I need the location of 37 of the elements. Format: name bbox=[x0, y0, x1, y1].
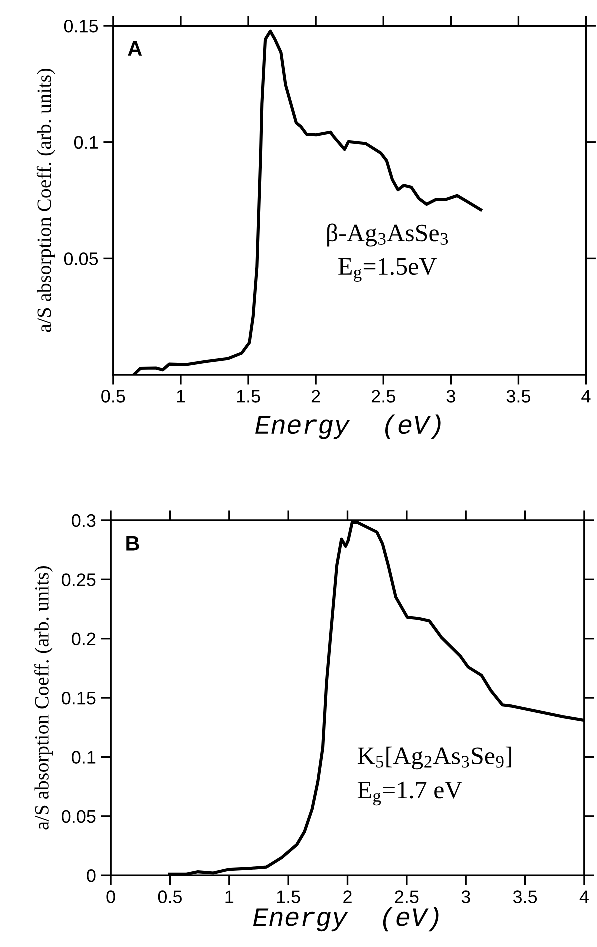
y-axis-title: a/S absorption Coeff. (arb. units) bbox=[34, 566, 53, 830]
annotation: E$_{g}$=1.7 eV bbox=[358, 782, 462, 806]
x-tick-label: 0.5 bbox=[102, 390, 126, 403]
x-tick-label: 1.5 bbox=[277, 890, 300, 904]
annotation: B bbox=[126, 536, 140, 551]
annotation: A bbox=[128, 42, 142, 56]
text: K$_{5}$[Ag$_{2}$As$_{3}$Se$_{9}$] bbox=[358, 746, 512, 770]
x-tick-label: 0.5 bbox=[158, 890, 182, 904]
x-tick-label: 1 bbox=[177, 390, 186, 403]
x-tick-label: 0 bbox=[106, 890, 116, 904]
x-axis-title: Energy (eV) bbox=[256, 414, 441, 440]
y-tick-label: 0.15 bbox=[62, 692, 96, 705]
y-tick-label: 0.05 bbox=[64, 252, 98, 266]
y-tick-label: 0.15 bbox=[64, 20, 98, 33]
x-tick-label: 2 bbox=[344, 890, 352, 904]
annotation: E$_{g}$=1.5eV bbox=[338, 258, 437, 282]
x-tick-label: 2.5 bbox=[395, 890, 419, 904]
y-tick-label: 0.2 bbox=[72, 632, 96, 646]
y-tick-label: 0.05 bbox=[62, 810, 96, 824]
y-tick-label: 0 bbox=[87, 870, 96, 882]
x-tick-label: 3 bbox=[446, 390, 456, 403]
x-axis-title: Energy (eV) bbox=[253, 907, 439, 932]
x-tick-label: 2 bbox=[312, 390, 320, 403]
x-tick-label: 1 bbox=[226, 890, 234, 904]
x-tick-label: 1.5 bbox=[237, 390, 260, 403]
annotation: β-Ag$_{3}$AsSe$_{3}$ bbox=[328, 224, 448, 247]
x-tick-label: 3 bbox=[462, 890, 470, 904]
y-axis-title: a/S absorption Coeff. (arb. units) bbox=[36, 69, 56, 332]
x-tick-label: 3.5 bbox=[506, 390, 530, 403]
y-tick-label: 0.3 bbox=[72, 514, 96, 528]
x-tick-label: 4 bbox=[580, 890, 589, 904]
x-tick-label: 2.5 bbox=[372, 390, 396, 403]
y-tick-label: 0.1 bbox=[74, 136, 98, 150]
y-tick-label: 0.25 bbox=[62, 574, 96, 586]
x-tick-label: 3.5 bbox=[513, 890, 538, 904]
y-tick-label: 0.1 bbox=[72, 751, 96, 764]
x-tick-label: 4 bbox=[582, 390, 591, 403]
